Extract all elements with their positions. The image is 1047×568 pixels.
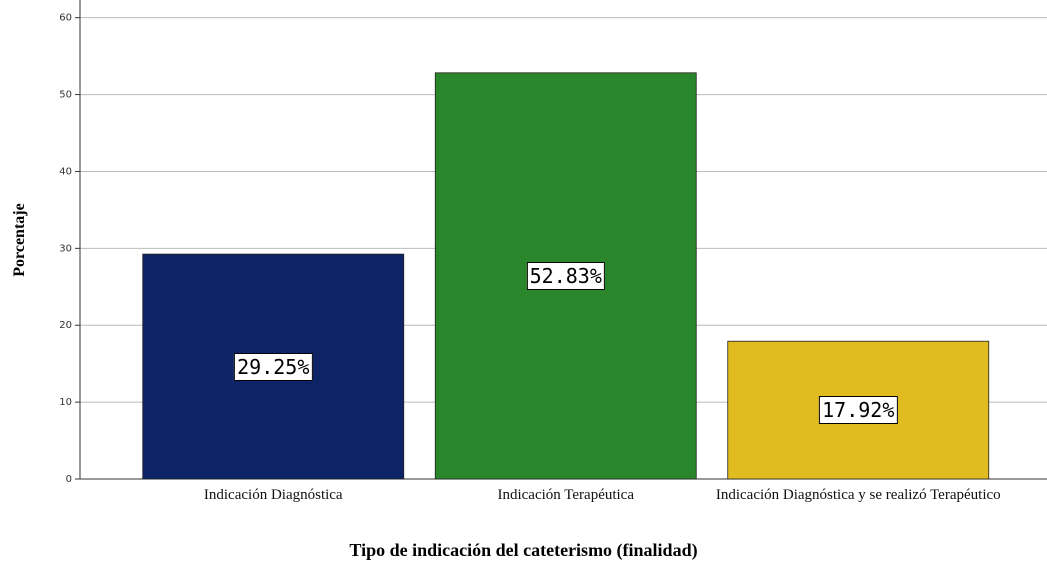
y-tick-label: 10 [59, 397, 72, 408]
data-label: 52.83% [526, 261, 605, 290]
x-tick-label: Indicación Terapéutica [497, 487, 635, 503]
y-tick-label: 0 [66, 474, 72, 485]
x-axis-title: Tipo de indicación del cateterismo (fina… [349, 540, 698, 560]
data-label: 29.25% [234, 352, 313, 381]
y-tick-label: 30 [59, 243, 72, 254]
y-tick-label: 20 [59, 320, 72, 331]
x-tick-label: Indicación Diagnóstica y se realizó Tera… [715, 487, 1001, 503]
y-tick-label: 50 [59, 90, 72, 101]
y-axis-title: Porcentaje [11, 203, 28, 277]
y-tick-label: 60 [59, 13, 72, 24]
data-label: 17.92% [819, 396, 898, 425]
y-tick-label: 40 [59, 166, 72, 177]
x-tick-label: Indicación Diagnóstica [203, 487, 343, 503]
